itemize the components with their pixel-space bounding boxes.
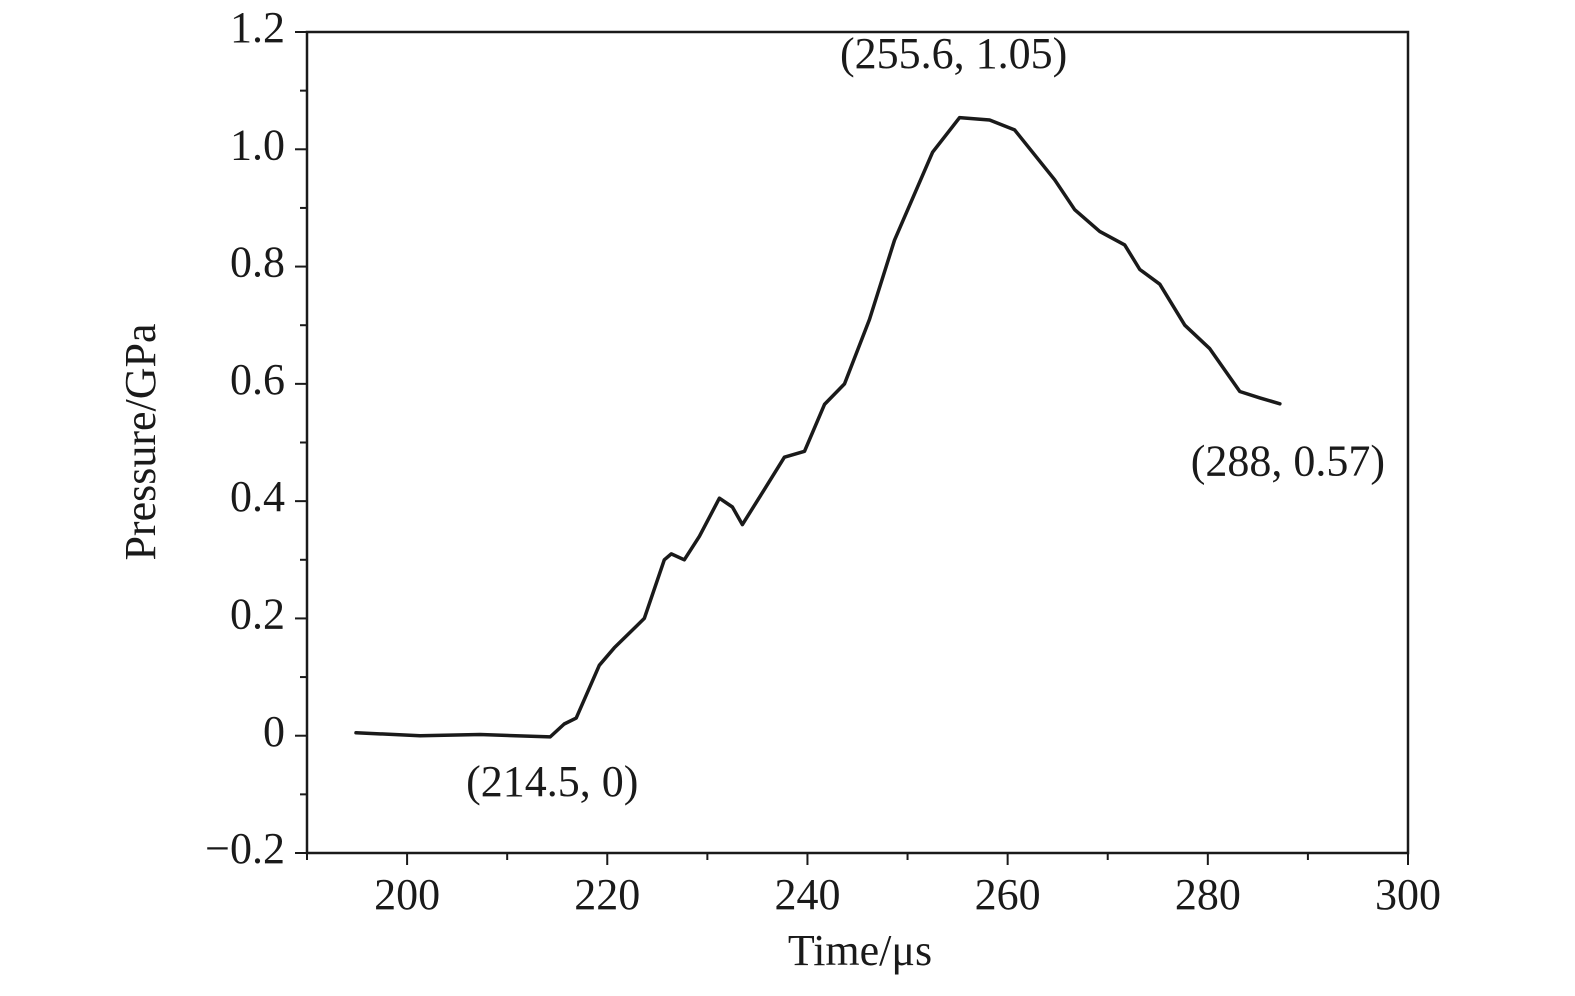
y-tick-label: 0.8 — [230, 238, 285, 287]
y-tick-label: 0.2 — [230, 590, 285, 639]
annotation: (255.6, 1.05) — [840, 29, 1067, 78]
y-tick-label: 1.0 — [230, 120, 285, 169]
x-tick-label: 220 — [574, 870, 640, 919]
data-line — [354, 115, 1282, 739]
x-tick-label: 280 — [1175, 870, 1241, 919]
annotation: (214.5, 0) — [466, 757, 638, 806]
x-axis-title: Time/μs — [788, 926, 932, 975]
x-tick-label: 260 — [975, 870, 1041, 919]
y-axis-title: Pressure/GPa — [116, 323, 165, 560]
y-tick-label: 1.2 — [230, 3, 285, 52]
x-tick-label: 200 — [374, 870, 440, 919]
y-tick-label: 0.4 — [230, 472, 285, 521]
annotation: (288, 0.57) — [1191, 437, 1385, 486]
x-tick-label: 300 — [1375, 870, 1441, 919]
x-tick-label: 240 — [774, 870, 840, 919]
y-tick-label: 0.6 — [230, 355, 285, 404]
y-tick-label: 0 — [263, 707, 285, 756]
y-tick-label: −0.2 — [205, 824, 285, 873]
